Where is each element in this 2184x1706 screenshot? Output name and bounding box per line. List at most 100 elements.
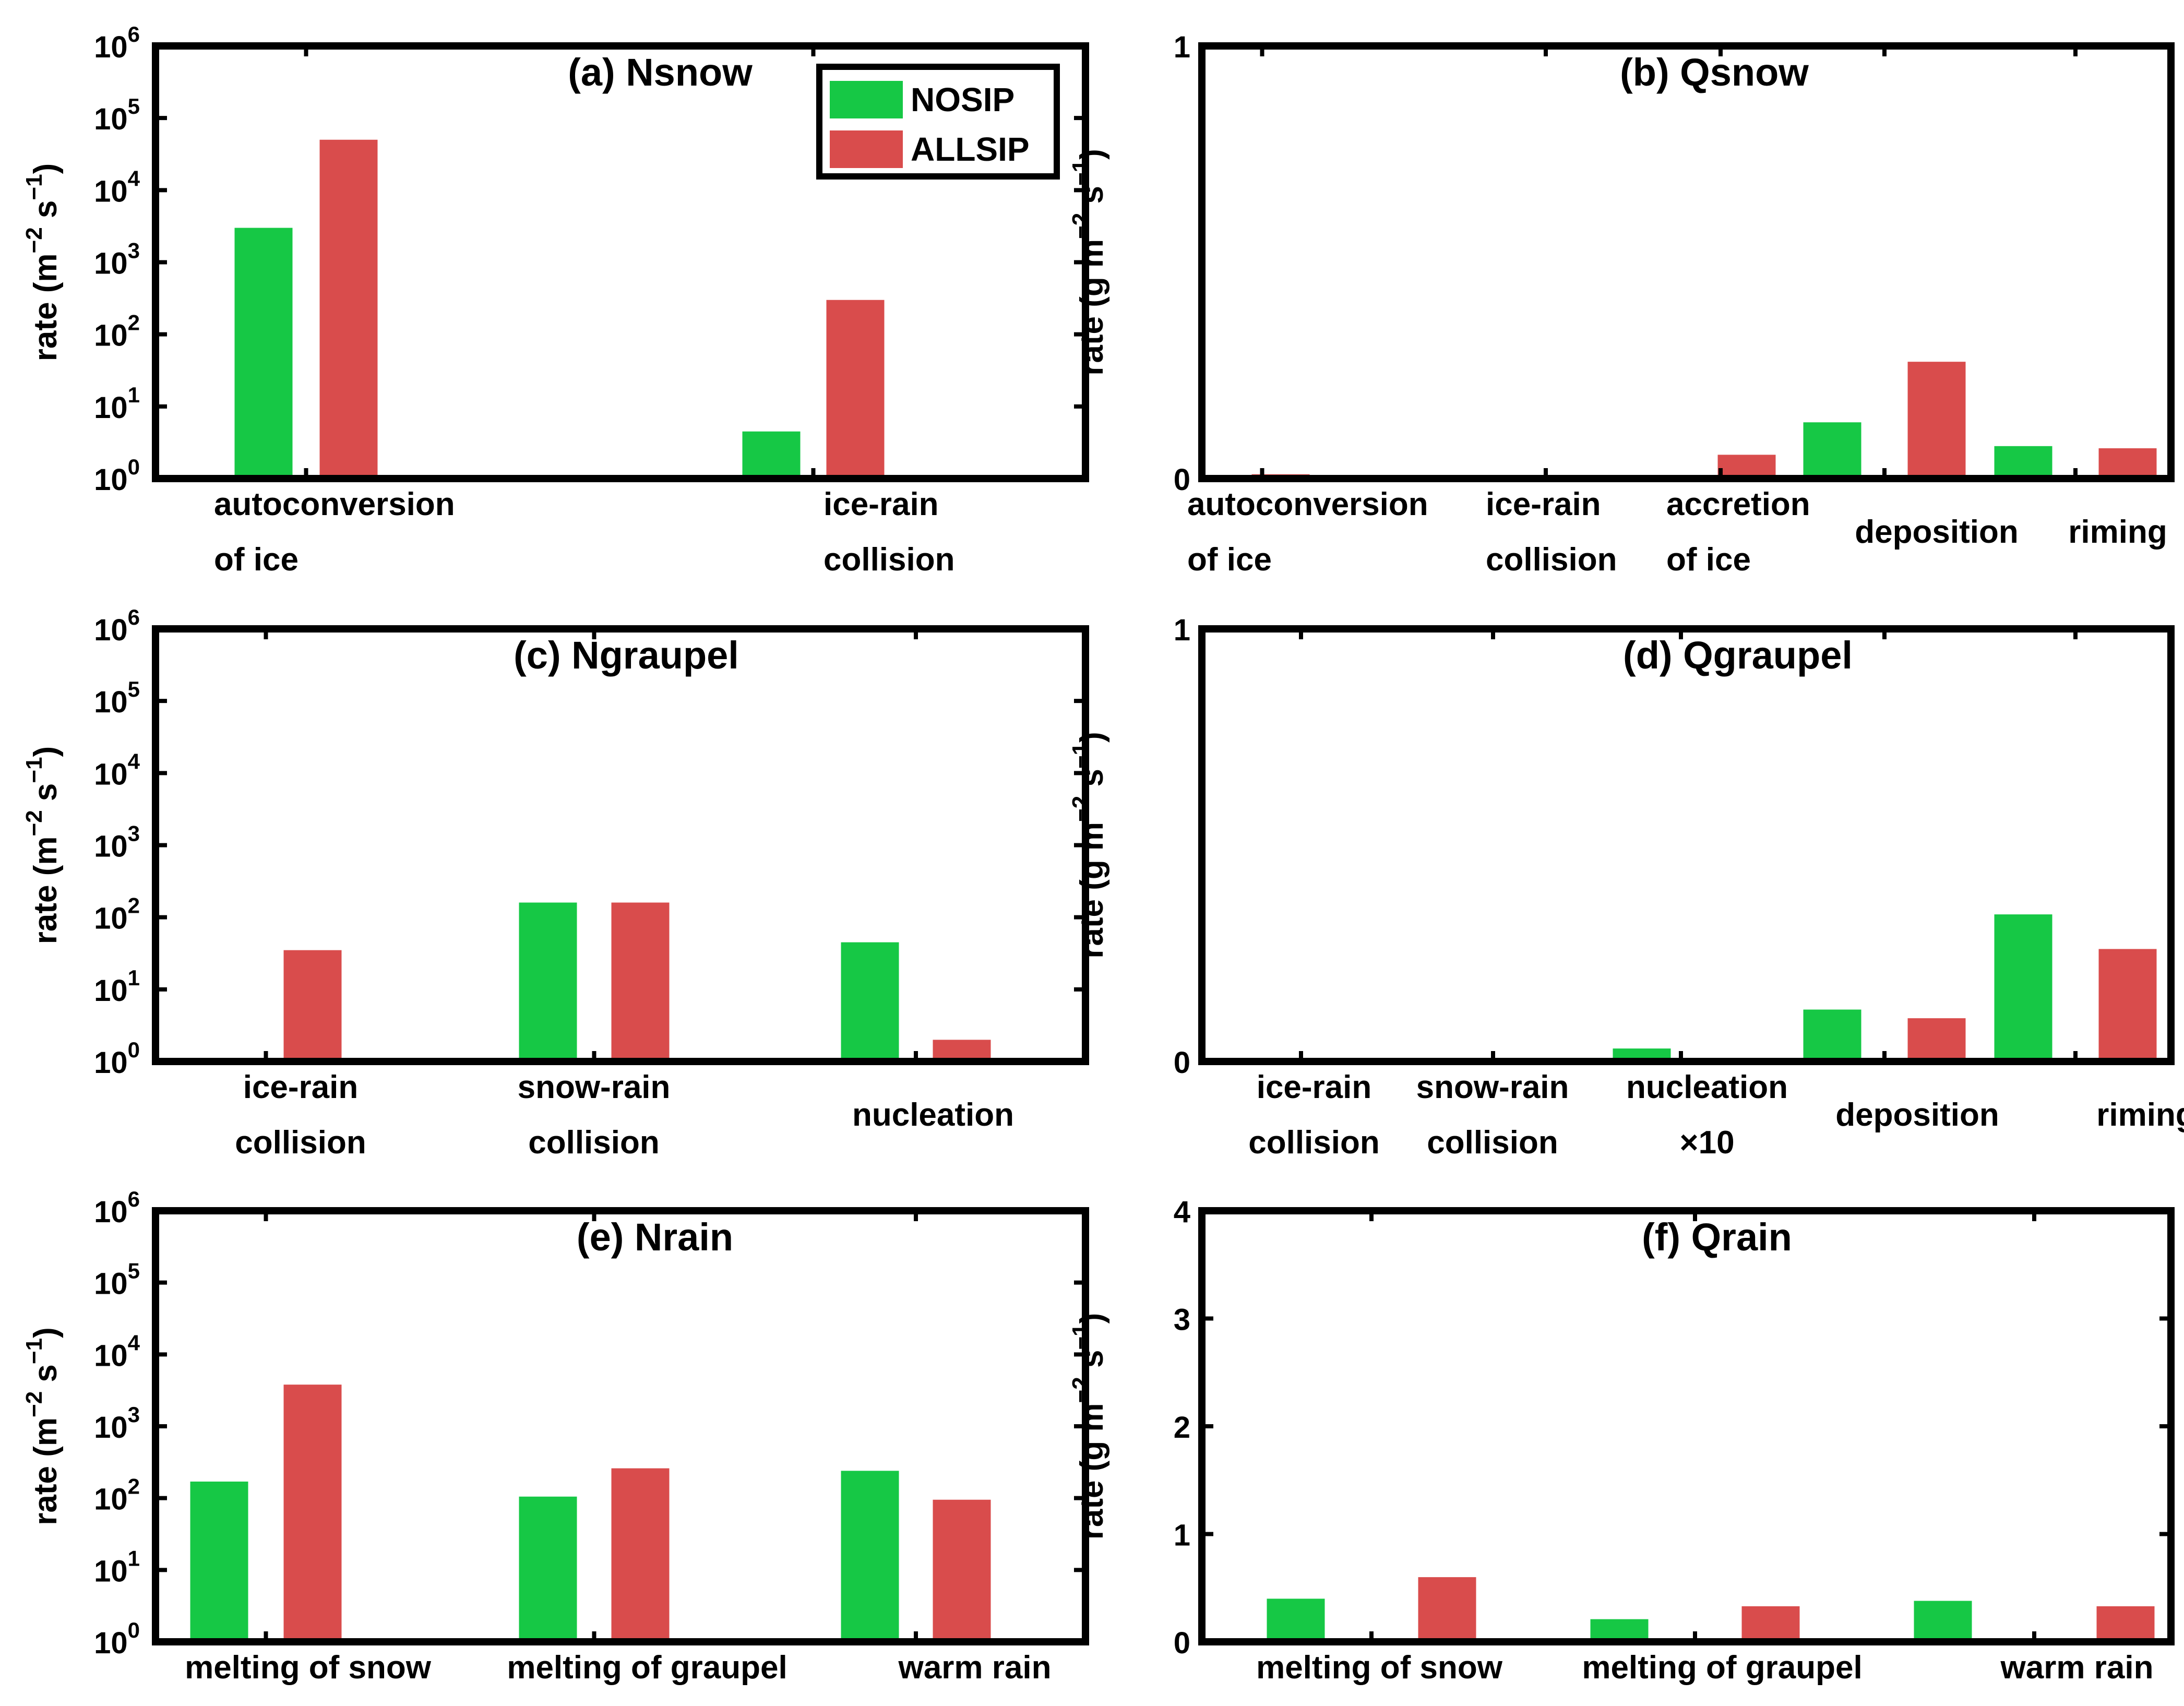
chart-title-c: (c) Ngraupel xyxy=(514,634,739,677)
category-label-b-1-0: ice-rain xyxy=(1486,486,1601,522)
panel-d: 0 1 ice-rain collision snow-rain collision nuc… xyxy=(1068,613,2184,1161)
category-label-b-2-0: accretion xyxy=(1666,486,1810,522)
category-label-c-0-1: collision xyxy=(235,1125,366,1161)
bar-c-allsip-1 xyxy=(611,902,670,1061)
ytick-label-b-1: 1 xyxy=(1174,30,1190,64)
bar-e-allsip-0 xyxy=(283,1385,342,1642)
chart-title-a: (a) Nsnow xyxy=(568,51,753,94)
ytick-label-f-1: 1 xyxy=(1174,1519,1190,1553)
bar-a-nosip-0 xyxy=(234,228,293,479)
ytick-label-c-4: 104 xyxy=(94,749,140,791)
y-axis-label-c: rate (m−2 s−1) xyxy=(21,746,64,944)
ytick-label-a-4: 104 xyxy=(94,166,140,208)
category-label-d-2-1: ×10 xyxy=(1679,1125,1734,1161)
category-label-f-0-0: melting of snow xyxy=(1256,1650,1503,1686)
bar-e-allsip-1 xyxy=(611,1468,670,1642)
category-label-a-0-0: autoconversion xyxy=(214,486,455,522)
bar-e-nosip-1 xyxy=(519,1496,577,1642)
ytick-label-f-0: 0 xyxy=(1174,1626,1190,1660)
ytick-label-e-1: 101 xyxy=(94,1546,140,1588)
category-label-a-1-0: ice-rain xyxy=(824,486,939,522)
ytick-label-e-6: 106 xyxy=(94,1187,140,1229)
y-axis-label-f: rate (g m−2 s−1) xyxy=(1068,1313,1110,1540)
bar-f-nosip-0 xyxy=(1267,1598,1325,1642)
category-label-b-3-0: deposition xyxy=(1855,514,2018,550)
ytick-label-e-3: 103 xyxy=(94,1402,140,1445)
panel-b: 0 1 autoconversion of ice ice-rain collision a… xyxy=(1068,30,2175,578)
category-label-a-0-1: of ice xyxy=(214,542,299,578)
bar-b-allsip-4 xyxy=(2098,448,2157,479)
category-label-c-1-0: snow-rain xyxy=(518,1069,671,1105)
legend-label-allsip: ALLSIP xyxy=(911,130,1030,168)
ytick-label-d-0: 0 xyxy=(1174,1046,1190,1080)
bar-b-allsip-3 xyxy=(1907,362,1966,479)
ytick-label-e-5: 105 xyxy=(94,1259,140,1301)
y-axis-label-e: rate (m−2 s−1) xyxy=(21,1327,64,1525)
category-label-c-1-1: collision xyxy=(528,1125,659,1161)
ytick-label-d-1: 1 xyxy=(1174,613,1190,647)
bar-f-nosip-2 xyxy=(1914,1601,1972,1642)
ytick-label-e-4: 104 xyxy=(94,1330,140,1373)
chart-title-f: (f) Qrain xyxy=(1642,1215,1792,1259)
ytick-label-c-3: 103 xyxy=(94,821,140,864)
bar-e-allsip-2 xyxy=(933,1499,991,1642)
category-label-b-1-1: collision xyxy=(1486,542,1617,578)
bar-c-nosip-1 xyxy=(519,902,577,1061)
category-label-d-3-0: deposition xyxy=(1835,1097,1999,1133)
ytick-label-e-0: 100 xyxy=(94,1618,140,1660)
ytick-label-a-5: 105 xyxy=(94,94,140,136)
ytick-label-a-2: 102 xyxy=(94,311,140,353)
category-label-f-1-0: melting of graupel xyxy=(1582,1650,1862,1686)
y-axis-label-a: rate (m−2 s−1) xyxy=(21,163,64,361)
ytick-label-c-5: 105 xyxy=(94,677,140,719)
category-label-f-2-0: warm rain xyxy=(2000,1650,2154,1686)
ytick-label-c-0: 100 xyxy=(94,1037,140,1080)
chart-title-b: (b) Qsnow xyxy=(1620,51,1809,94)
panel-c: 100 101 102 103 104 105 106 ice-rain collision sn… xyxy=(21,605,1089,1161)
category-label-d-0-1: collision xyxy=(1248,1125,1379,1161)
legend-swatch-allsip xyxy=(830,130,903,168)
category-label-b-2-1: of ice xyxy=(1666,542,1751,578)
bar-b-allsip-2 xyxy=(1717,455,1776,479)
bar-c-allsip-0 xyxy=(283,950,342,1061)
category-label-a-1-1: collision xyxy=(824,542,954,578)
category-label-e-0-0: melting of snow xyxy=(185,1650,432,1686)
bar-f-nosip-1 xyxy=(1590,1619,1649,1642)
bar-b-nosip-4 xyxy=(1994,446,2052,479)
category-label-d-4-0: riming xyxy=(2096,1097,2184,1133)
ytick-label-f-2: 2 xyxy=(1174,1411,1190,1445)
category-label-c-0-0: ice-rain xyxy=(243,1069,359,1105)
bar-d-allsip-4 xyxy=(2098,949,2157,1061)
bar-a-nosip-1 xyxy=(742,431,801,479)
ytick-label-f-3: 3 xyxy=(1174,1303,1190,1337)
legend-swatch-nosip xyxy=(830,81,903,118)
bar-e-nosip-2 xyxy=(841,1471,899,1642)
y-axis-label-d: rate (g m−2 s−1) xyxy=(1068,732,1110,959)
bar-f-allsip-0 xyxy=(1418,1577,1476,1642)
category-label-d-1-0: snow-rain xyxy=(1416,1069,1569,1105)
axes-box-b xyxy=(1198,42,2175,482)
panel-e: 100 101 102 103 104 105 106 melting of snow melt… xyxy=(21,1187,1089,1686)
ytick-label-c-1: 101 xyxy=(94,965,140,1008)
axes-box-f xyxy=(1198,1207,2175,1645)
legend-label-nosip: NOSIP xyxy=(911,81,1015,118)
bar-d-nosip-3 xyxy=(1803,1009,1861,1061)
axes-box-d xyxy=(1198,625,2175,1065)
legend: NOSIP ALLSIP xyxy=(816,64,1060,180)
category-label-b-0-1: of ice xyxy=(1187,542,1272,578)
bar-c-nosip-2 xyxy=(841,942,899,1061)
category-label-e-2-0: warm rain xyxy=(898,1650,1052,1686)
panel-a: 100 101 102 103 104 105 106 autoconversion of ic… xyxy=(21,22,1089,578)
bar-f-allsip-1 xyxy=(1741,1606,1800,1642)
category-label-d-1-1: collision xyxy=(1427,1125,1558,1161)
ytick-label-a-3: 103 xyxy=(94,238,140,281)
category-label-e-1-0: melting of graupel xyxy=(507,1650,787,1686)
bar-d-allsip-3 xyxy=(1907,1018,1966,1061)
category-label-b-4-0: riming xyxy=(2068,514,2167,550)
ytick-label-c-2: 102 xyxy=(94,893,140,936)
ytick-label-e-2: 102 xyxy=(94,1474,140,1517)
bar-d-nosip-4 xyxy=(1994,914,2052,1061)
ytick-label-a-6: 106 xyxy=(94,22,140,64)
ytick-label-c-6: 106 xyxy=(94,605,140,647)
